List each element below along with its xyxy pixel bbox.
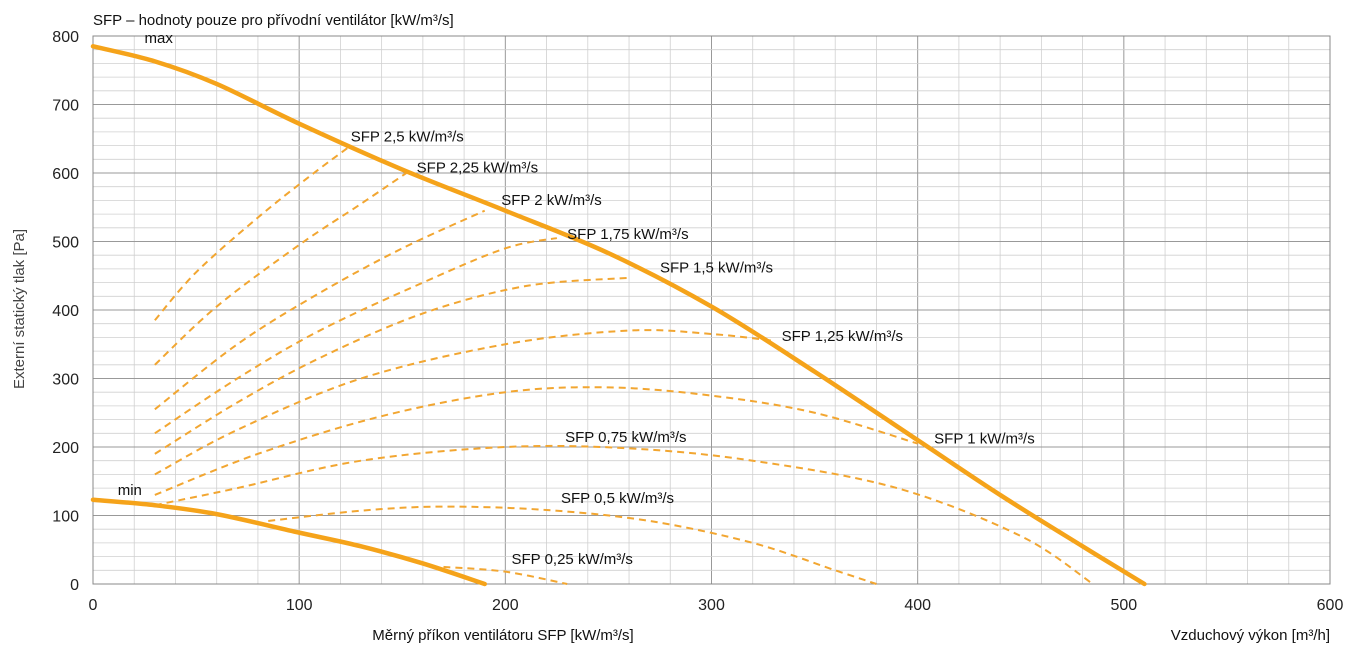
sfp-curve-label: SFP 1,75 kW/m³/s — [567, 226, 688, 243]
sfp-curve-7 — [154, 444, 1094, 585]
curve-label-max: max — [145, 30, 174, 47]
curve-min — [90, 497, 487, 587]
x-tick-label: 400 — [904, 597, 931, 614]
sfp-curve-label: SFP 0,5 kW/m³/s — [561, 490, 674, 507]
y-tick-label: 500 — [52, 235, 79, 252]
limit-curves — [90, 44, 1147, 587]
x-axis-label: Měrný příkon ventilátoru SFP [kW/m³/s] — [372, 627, 633, 644]
sfp-curve-0 — [154, 144, 352, 321]
x-tick-label: 300 — [698, 597, 725, 614]
sfp-curve-label: SFP 1 kW/m³/s — [934, 431, 1035, 448]
sfp-dashed-curves — [154, 144, 1094, 585]
y-tick-label: 0 — [70, 577, 79, 594]
y-tick-label: 300 — [52, 372, 79, 389]
x-tick-label: 0 — [89, 597, 98, 614]
curve-label-min: min — [118, 482, 142, 499]
sfp-curve-5 — [154, 329, 774, 476]
sfp-curve-label: SFP 1,25 kW/m³/s — [782, 328, 903, 345]
sfp-curve-6 — [154, 386, 918, 496]
sfp-curve-label: SFP 1,5 kW/m³/s — [660, 259, 773, 276]
grid — [92, 35, 1331, 585]
sfp-curve-9 — [443, 565, 568, 585]
sfp-curve-label: SFP 0,75 kW/m³/s — [565, 429, 686, 446]
y-tick-label: 100 — [52, 509, 79, 526]
sfp-curve-4 — [154, 276, 630, 455]
y-tick-label: 700 — [52, 98, 79, 115]
sfp-curve-label: SFP 2,25 kW/m³/s — [417, 159, 538, 176]
sfp-curve-label: SFP 2,5 kW/m³/s — [351, 128, 464, 145]
y-tick-label: 400 — [52, 303, 79, 320]
y-tick-label: 200 — [52, 440, 79, 457]
sfp-curve-1 — [154, 172, 407, 366]
x-tick-label: 600 — [1317, 597, 1344, 614]
y-tick-label: 800 — [52, 29, 79, 46]
x-tick-label: 500 — [1110, 597, 1137, 614]
x-tick-label: 100 — [286, 597, 313, 614]
sfp-curve-2 — [154, 209, 486, 411]
y-tick-label: 600 — [52, 166, 79, 183]
sfp-curve-label: SFP 0,25 kW/m³/s — [512, 551, 633, 568]
curve-max — [90, 44, 1147, 587]
chart-title: SFP – hodnoty pouze pro přívodní ventilá… — [93, 12, 454, 29]
sfp-curve-3 — [154, 237, 558, 435]
curve-labels: SFP 2,5 kW/m³/s SFP 2,25 kW/m³/s SFP 2 kW/… — [118, 30, 1035, 568]
y-axis-label: Externí statický tlak [Pa] — [11, 229, 28, 389]
sfp-curve-label: SFP 2 kW/m³/s — [501, 192, 602, 209]
x-tick-label: 200 — [492, 597, 519, 614]
tick-labels: 0 100 200 300 400 500 600 0 100 200 300 400 500 600 70… — [52, 29, 1343, 614]
plot-frame — [92, 35, 1331, 585]
x-axis-label-right: Vzduchový výkon [m³/h] — [1171, 627, 1330, 644]
